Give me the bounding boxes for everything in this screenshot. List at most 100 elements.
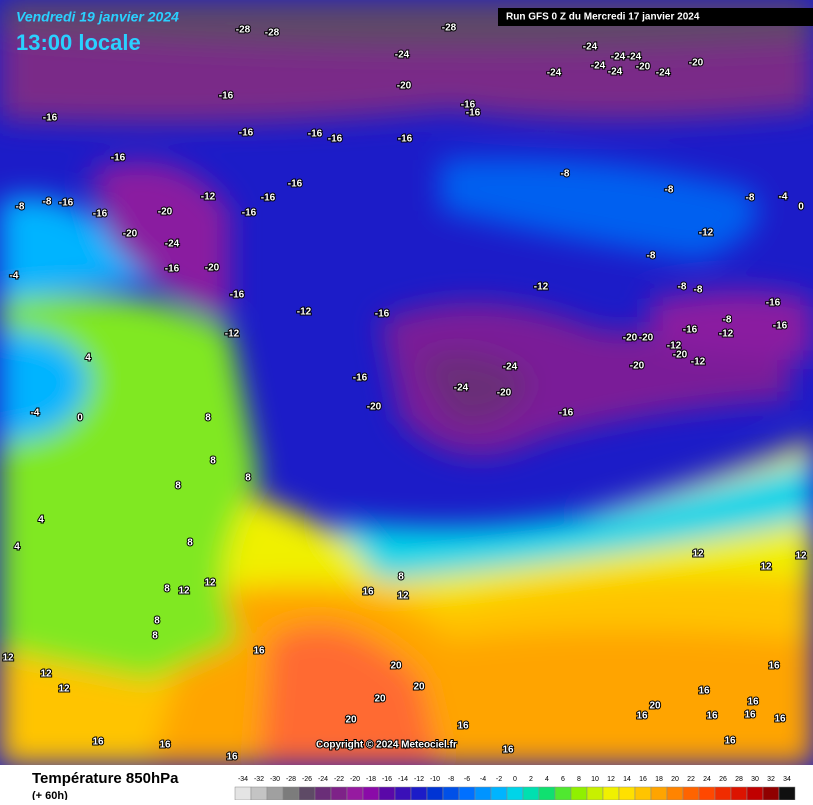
legend-swatch bbox=[458, 786, 476, 801]
legend-level: -6 bbox=[464, 776, 470, 783]
contour-label: -12 bbox=[699, 228, 714, 239]
contour-label: -4 bbox=[10, 271, 19, 282]
contour-label: 16 bbox=[747, 697, 759, 708]
contour-label: -12 bbox=[719, 329, 734, 340]
contour-label: -20 bbox=[367, 402, 382, 413]
contour-label: 8 bbox=[205, 413, 211, 424]
contour-label: 16 bbox=[768, 661, 780, 672]
legend-level: 20 bbox=[671, 776, 679, 783]
contour-label: -8 bbox=[678, 282, 687, 293]
contour-label: -16 bbox=[398, 134, 413, 145]
contour-label: 20 bbox=[413, 682, 425, 693]
legend-level: -32 bbox=[254, 776, 264, 783]
legend-swatch bbox=[714, 786, 732, 801]
legend-level: 12 bbox=[607, 776, 615, 783]
contour-label: -16 bbox=[466, 108, 481, 119]
time: 13:00 locale bbox=[16, 30, 141, 55]
contour-label: 16 bbox=[698, 686, 710, 697]
legend-swatch bbox=[314, 786, 332, 801]
contour-label: 16 bbox=[636, 711, 648, 722]
legend-swatch bbox=[442, 786, 460, 801]
contour-label: 8 bbox=[245, 473, 251, 484]
legend-swatch bbox=[762, 786, 780, 801]
legend-swatch bbox=[346, 786, 364, 801]
legend-level: -24 bbox=[318, 776, 328, 783]
legend-swatch bbox=[330, 786, 348, 801]
legend-swatch bbox=[682, 786, 700, 801]
contour-label: -24 bbox=[547, 68, 562, 79]
contour-label: -12 bbox=[534, 282, 549, 293]
legend-swatch bbox=[698, 786, 716, 801]
legend-swatch bbox=[426, 786, 444, 801]
contour-label: -12 bbox=[201, 192, 216, 203]
legend-level: -12 bbox=[414, 776, 424, 783]
contour-label: -16 bbox=[288, 179, 303, 190]
legend-level: 10 bbox=[591, 776, 599, 783]
legend-level: -10 bbox=[430, 776, 440, 783]
contour-label: -20 bbox=[639, 333, 654, 344]
contour-label: 12 bbox=[760, 562, 772, 573]
contour-label: -20 bbox=[497, 388, 512, 399]
legend-swatch bbox=[730, 786, 748, 801]
run-info: Run GFS 0 Z du Mercredi 17 janvier 2024 bbox=[506, 12, 700, 23]
legend-swatch bbox=[570, 786, 588, 801]
contour-label: 0 bbox=[77, 413, 83, 424]
contour-label: 8 bbox=[164, 584, 170, 595]
legend-swatch bbox=[378, 786, 396, 801]
contour-label: -16 bbox=[239, 128, 254, 139]
legend-level: -14 bbox=[398, 776, 408, 783]
contour-label: 12 bbox=[40, 669, 52, 680]
legend-level: 8 bbox=[577, 776, 581, 783]
legend-level: -26 bbox=[302, 776, 312, 783]
legend-level: -22 bbox=[334, 776, 344, 783]
contour-label: 16 bbox=[253, 646, 265, 657]
contour-label: -16 bbox=[165, 264, 180, 275]
contour-label: 16 bbox=[744, 710, 756, 721]
legend-swatch bbox=[410, 786, 428, 801]
legend-level: 2 bbox=[529, 776, 533, 783]
contour-label: -8 bbox=[647, 251, 656, 262]
legend-level: 32 bbox=[767, 776, 775, 783]
contour-label: -16 bbox=[773, 321, 788, 332]
legend-level: -4 bbox=[480, 776, 486, 783]
contour-label: -28 bbox=[236, 25, 251, 36]
contour-label: 20 bbox=[374, 694, 386, 705]
contour-label: -16 bbox=[461, 100, 476, 111]
legend-level: 26 bbox=[719, 776, 727, 783]
contour-label: -20 bbox=[630, 361, 645, 372]
legend-level: 0 bbox=[513, 776, 517, 783]
legend-level: -16 bbox=[382, 776, 392, 783]
contour-label: -24 bbox=[583, 42, 598, 53]
legend-swatch bbox=[362, 786, 380, 801]
contour-label: -12 bbox=[297, 307, 312, 318]
contour-label: -24 bbox=[395, 50, 410, 61]
legend-swatch bbox=[298, 786, 316, 801]
legend-swatch bbox=[634, 786, 652, 801]
contour-label: -16 bbox=[242, 208, 257, 219]
contour-label: -16 bbox=[43, 113, 58, 124]
contour-label: -8 bbox=[665, 185, 674, 196]
legend-swatch bbox=[234, 786, 252, 801]
contour-label: -12 bbox=[691, 357, 706, 368]
contour-label: 4 bbox=[38, 515, 44, 526]
legend-subtitle: (+ 60h) bbox=[32, 790, 68, 800]
legend-level: 24 bbox=[703, 776, 711, 783]
contour-label: -16 bbox=[261, 193, 276, 204]
contour-label: 16 bbox=[92, 737, 104, 748]
legend-swatch bbox=[650, 786, 668, 801]
legend-swatch bbox=[586, 786, 604, 801]
legend-level: 34 bbox=[783, 776, 791, 783]
contour-label: -16 bbox=[328, 134, 343, 145]
contour-label: 8 bbox=[152, 631, 158, 642]
run-box bbox=[498, 8, 813, 26]
contour-label: -20 bbox=[158, 207, 173, 218]
legend-swatch bbox=[490, 786, 508, 801]
contour-label: -20 bbox=[689, 58, 704, 69]
contour-label: -20 bbox=[673, 350, 688, 361]
contour-label: 8 bbox=[154, 616, 160, 627]
legend-level: 4 bbox=[545, 776, 549, 783]
contour-label: 12 bbox=[58, 684, 70, 695]
legend-level: 16 bbox=[639, 776, 647, 783]
